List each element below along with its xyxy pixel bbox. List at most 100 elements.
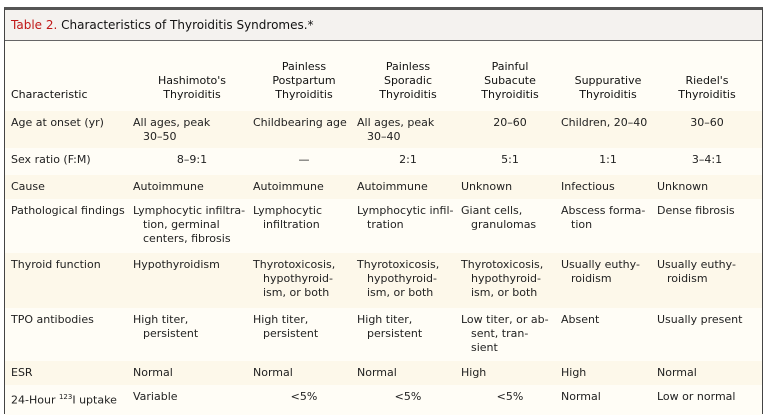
cell-line: Usually euthy- [657, 258, 736, 271]
row-label: TPO antibodies [11, 313, 94, 326]
table-cell: <5% [357, 390, 459, 404]
cell-line: Normal [253, 366, 293, 379]
table-row: Thyroid function Hypothyroidism Thyrotoxic… [5, 253, 762, 308]
table-cell: Children, 20–40 [561, 116, 655, 130]
header-line: Thyroiditis [579, 88, 637, 101]
cell-line: Thyrotoxicosis, [357, 258, 440, 271]
table-cell: Hypothyroidism [133, 258, 251, 272]
cell-line: hypothyroid- [263, 272, 334, 285]
table-cell: High titer, persistent [253, 313, 355, 341]
table-cell: Unknown [461, 180, 559, 194]
cell-line: 30–60 [690, 116, 724, 129]
cell-line: 20–60 [493, 116, 527, 129]
table-cell: Autoimmune [133, 180, 251, 194]
label-sup: 123 [58, 393, 73, 401]
table-caption: Characteristics of Thyroiditis Syndromes… [57, 18, 314, 32]
label-post: I uptake [72, 393, 117, 407]
cell-line: Hypothyroidism [133, 258, 220, 271]
cell-line: roidism [667, 272, 708, 285]
table-cell: Autoimmune [253, 180, 355, 194]
cell-line: High [561, 366, 587, 379]
cell-line: <5% [290, 390, 318, 403]
header-line: Postpartum [272, 74, 336, 87]
cell-line: Low titer, or ab- [461, 313, 549, 326]
table-cell: Low or normal [657, 390, 757, 404]
cell-line: — [298, 153, 310, 166]
table-cell: Infectious [561, 180, 655, 194]
table-cell: Variable [133, 390, 251, 404]
cell-line: hypothyroid- [471, 272, 542, 285]
table-cell: Low titer, or ab-sent, tran-sient [461, 313, 559, 355]
cell-line: <5% [496, 390, 524, 403]
table-cell: High titer, persistent [357, 313, 459, 341]
cell-line: 3–4:1 [691, 153, 723, 166]
cell-line: High [461, 366, 487, 379]
header-line: Characteristic [11, 88, 88, 101]
header-line: Thyroiditis [678, 88, 736, 101]
table-cell: 2:1 [357, 153, 459, 167]
table-cell: Autoimmune [357, 180, 459, 194]
cell-line: 5:1 [501, 153, 519, 166]
cell-line: sent, tran- [471, 327, 529, 340]
row-label: Cause [11, 180, 45, 193]
table-cell: Normal [657, 366, 757, 380]
header-line: Painless [281, 60, 327, 73]
table-row: TPO antibodies High titer, persistent High … [5, 308, 762, 361]
cell-line: Normal [357, 366, 397, 379]
table-cell: 1:1 [561, 153, 655, 167]
table-cell: All ages, peak 30–40 [357, 116, 459, 144]
cell-line: Thyrotoxicosis, [461, 258, 544, 271]
table-cell: 30–60 [657, 116, 757, 130]
cell-line: Usually present [657, 313, 743, 326]
cell-line: <5% [394, 390, 422, 403]
cell-line: persistent [143, 327, 199, 340]
table-cell: <5% [461, 390, 559, 404]
table-number: Table 2. [11, 18, 58, 32]
row-label: 24-Hour 123I uptake [11, 390, 117, 408]
cell-line: tion [571, 218, 593, 231]
cell-line: infiltration [263, 218, 320, 231]
cell-line: ism, or both [367, 286, 434, 299]
cell-line: 2:1 [399, 153, 417, 166]
header-line: Painless [385, 60, 431, 73]
table-cell: Thyrotoxicosis, hypothyroid-ism, or both [461, 258, 559, 300]
cell-line: ism, or both [471, 286, 538, 299]
row-label: Pathological findings [11, 204, 125, 217]
cell-line: Childbearing age [253, 116, 347, 129]
cell-line: Abscess forma- [561, 204, 646, 217]
cell-line: Unknown [657, 180, 709, 193]
cell-line: 30–50 [143, 130, 177, 143]
cell-line: High titer, [133, 313, 189, 326]
table-cell: Childbearing age [253, 116, 355, 130]
table-cell: Usually euthy-roidism [657, 258, 757, 286]
column-header: Painful Subacute Thyroiditis [461, 60, 559, 102]
cell-line: 30–40 [367, 130, 401, 143]
column-header: Characteristic [11, 88, 129, 102]
table-cell: Usually present [657, 313, 757, 327]
header-line: Hashimoto's [157, 74, 226, 87]
table-row: Sex ratio (F:M) 8–9:1 — 2:1 5:1 1:1 3–4:1 [5, 148, 762, 175]
cell-line: persistent [263, 327, 319, 340]
cell-line: High titer, [357, 313, 413, 326]
cell-line: Normal [657, 366, 697, 379]
table-cell: Dense fibrosis [657, 204, 757, 218]
cell-line: Autoimmune [357, 180, 428, 193]
cell-line: persistent [367, 327, 423, 340]
cell-line: tration [367, 218, 404, 231]
table-cell: Unknown [657, 180, 757, 194]
column-header: Hashimoto's Thyroiditis [133, 74, 251, 102]
cell-line: ism, or both [263, 286, 330, 299]
table-cell: Abscess forma-tion [561, 204, 655, 232]
table-cell: Absent [561, 313, 655, 327]
cell-line: Lymphocytic infil- [357, 204, 454, 217]
column-header: Painless Postpartum Thyroiditis [253, 60, 355, 102]
table-cell: Lymphocytic infiltration [253, 204, 355, 232]
cell-line: Lymphocytic infiltra- [133, 204, 246, 217]
cell-line: All ages, peak [133, 116, 211, 129]
header-row: Characteristic Hashimoto's Thyroiditis Pain… [5, 42, 762, 106]
table-cell: Normal [253, 366, 355, 380]
table-row: 24-Hour 123I uptake Variable <5% <5% <5% Norm… [5, 385, 762, 415]
cell-line: centers, fibrosis [143, 232, 231, 245]
column-header: Suppurative Thyroiditis [561, 74, 655, 102]
column-header: Riedel's Thyroiditis [657, 74, 757, 102]
